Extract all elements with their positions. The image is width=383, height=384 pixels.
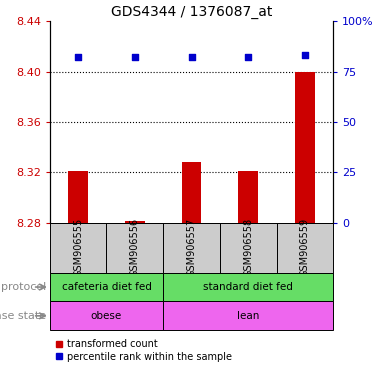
Legend: transformed count, percentile rank within the sample: transformed count, percentile rank withi…	[55, 339, 232, 362]
Bar	[50, 223, 106, 273]
Text: GSM906555: GSM906555	[73, 218, 83, 277]
Text: GSM906556: GSM906556	[130, 218, 140, 277]
Bar	[68, 171, 88, 223]
Bar	[277, 223, 333, 273]
Text: obese: obese	[91, 311, 122, 321]
Text: lean: lean	[237, 311, 259, 321]
Bar	[50, 301, 163, 330]
Bar	[238, 171, 258, 223]
Point	[302, 52, 308, 58]
Title: GDS4344 / 1376087_at: GDS4344 / 1376087_at	[111, 5, 272, 19]
Point	[132, 54, 138, 60]
Text: GSM906559: GSM906559	[300, 218, 310, 277]
Point	[75, 54, 81, 60]
Bar	[295, 71, 315, 223]
Text: GSM906558: GSM906558	[243, 218, 253, 277]
Bar	[50, 273, 163, 301]
Text: cafeteria diet fed: cafeteria diet fed	[62, 282, 151, 292]
Bar	[125, 222, 145, 223]
Point	[245, 54, 251, 60]
Text: GSM906557: GSM906557	[187, 218, 196, 277]
Point	[188, 54, 195, 60]
Bar	[163, 273, 333, 301]
Bar	[106, 223, 163, 273]
Bar	[163, 223, 220, 273]
Text: protocol: protocol	[1, 282, 46, 292]
Text: standard diet fed: standard diet fed	[203, 282, 293, 292]
Bar	[220, 223, 277, 273]
Bar	[182, 162, 201, 223]
Text: disease state: disease state	[0, 311, 46, 321]
Bar	[163, 301, 333, 330]
